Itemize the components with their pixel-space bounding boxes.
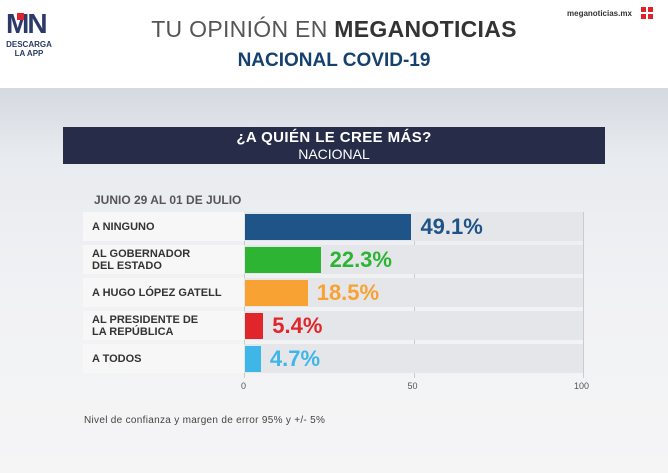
meganoticias-logo[interactable]: MN — [6, 9, 52, 45]
bar — [245, 312, 264, 339]
value-label: 5.4% — [272, 312, 323, 338]
page-title: TU OPINIÓN EN MEGANOTICIAS — [0, 16, 668, 43]
question-banner: ¿A QUIÉN LE CREE MÁS? NACIONAL — [63, 127, 605, 164]
survey-period: JUNIO 29 AL 01 DE JULIO — [94, 193, 242, 207]
bar — [245, 279, 308, 306]
category-label: AL PRESIDENTE DE LA REPÚBLICA — [83, 311, 244, 340]
logo-accent — [17, 13, 24, 20]
logo-text: MN — [6, 8, 48, 39]
title-bold: MEGANOTICIAS — [334, 16, 517, 42]
x-tick-label: 0 — [241, 381, 247, 391]
value-label: 4.7% — [269, 345, 321, 371]
gridline-100 — [583, 212, 584, 378]
category-label: A TODOS — [83, 344, 244, 373]
x-tick-label: 100 — [574, 381, 590, 391]
value-label: 49.1% — [420, 213, 483, 239]
value-label: 22.3% — [329, 246, 392, 272]
question-scope: NACIONAL — [298, 146, 370, 162]
category-label: A NINGUNO — [83, 212, 244, 241]
question-text: ¿A QUIÉN LE CREE MÁS? — [236, 129, 432, 146]
value-label: 18.5% — [316, 279, 380, 305]
site-url[interactable]: meganoticias.mx — [567, 9, 632, 18]
bar — [245, 246, 321, 273]
page-subtitle: NACIONAL COVID-19 — [237, 50, 431, 71]
category-label: AL GOBERNADOR DEL ESTADO — [83, 245, 244, 274]
grid-icon — [641, 7, 653, 19]
footnote: Nivel de confianza y margen de error 95%… — [84, 415, 326, 426]
download-app-label[interactable]: DESCARGA LA APP — [6, 40, 52, 58]
x-tick-label: 50 — [407, 381, 418, 391]
bar — [245, 345, 261, 372]
bar — [245, 213, 412, 240]
title-light: TU OPINIÓN EN — [151, 16, 335, 42]
category-label: A HUGO LÓPEZ GATELL — [83, 278, 244, 307]
header-area — [0, 0, 668, 88]
